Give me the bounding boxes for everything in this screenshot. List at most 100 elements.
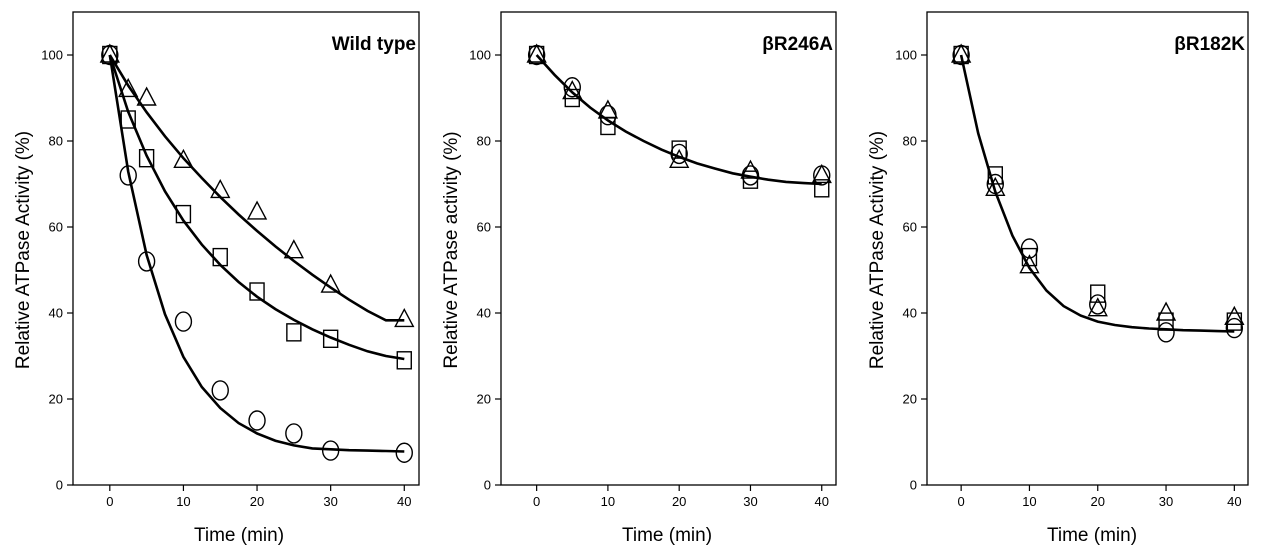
- data-point-circle: [952, 44, 970, 66]
- y-tick-label: 80: [49, 134, 63, 149]
- data-point-triangle: [740, 159, 761, 179]
- data-point-triangle: [526, 43, 547, 63]
- y-tick-label: 20: [477, 392, 491, 407]
- x-tick-label: 0: [106, 494, 113, 509]
- data-point-triangle: [1155, 301, 1177, 321]
- data-point-square: [987, 166, 1003, 185]
- data-point-triangle: [394, 307, 415, 328]
- data-point-circle: [174, 311, 193, 332]
- data-point-square: [212, 247, 228, 267]
- series-triangle: [99, 43, 415, 328]
- data-point-square: [528, 45, 545, 65]
- fit-curve: [959, 54, 1235, 333]
- series-square: [102, 45, 412, 370]
- data-point-circle: [1089, 294, 1107, 315]
- data-point-square: [814, 179, 830, 198]
- panel-title: Wild type: [332, 34, 416, 55]
- data-point-circle: [119, 165, 137, 186]
- data-point-circle: [248, 410, 266, 431]
- y-axis-label: Relative ATPase activity (%): [441, 131, 462, 368]
- x-tick-label: 0: [958, 494, 965, 509]
- data-point-square: [742, 170, 759, 189]
- x-axis-label: Time (min): [194, 525, 284, 546]
- y-tick-label: 60: [903, 220, 917, 235]
- data-point-circle: [741, 165, 760, 186]
- data-point-triangle: [950, 43, 972, 63]
- x-tick-label: 10: [1022, 494, 1036, 509]
- x-tick-label: 40: [397, 494, 411, 509]
- data-point-square: [286, 323, 302, 342]
- data-point-square: [1021, 247, 1038, 267]
- data-point-square: [1090, 284, 1106, 303]
- y-tick-label: 40: [49, 306, 63, 321]
- fit-curve: [108, 54, 405, 361]
- x-tick-label: 30: [323, 494, 337, 509]
- y-tick-label: 20: [903, 392, 917, 407]
- y-axis-label: Relative ATPase Activity (%): [13, 131, 34, 369]
- y-tick-label: 100: [895, 48, 917, 63]
- data-point-square: [953, 45, 969, 65]
- data-point-circle: [395, 442, 413, 463]
- data-point-triangle: [1087, 297, 1108, 317]
- data-point-circle: [137, 251, 156, 272]
- x-tick-label: 20: [672, 494, 686, 509]
- axes: 0 10 20 30 40 0 20 40 60 80 100: [895, 11, 1249, 509]
- data-point-triangle: [99, 43, 120, 63]
- panel-wild-type: Wild type Time (min) Relative ATPase Act…: [13, 11, 420, 546]
- series-circle: [952, 44, 1244, 343]
- y-tick-label: 100: [41, 48, 63, 63]
- y-tick-label: 80: [903, 134, 917, 149]
- data-point-square: [120, 110, 136, 129]
- series-triangle: [526, 43, 832, 184]
- plot-frame: [926, 11, 1249, 486]
- series-circle: [527, 44, 831, 186]
- x-tick-label: 20: [250, 494, 264, 509]
- data-point-triangle: [210, 178, 231, 199]
- data-point-circle: [1225, 317, 1244, 339]
- y-tick-label: 0: [910, 478, 917, 493]
- y-tick-label: 0: [56, 478, 63, 493]
- data-point-triangle: [283, 239, 305, 259]
- x-tick-label: 20: [1091, 494, 1105, 509]
- series-triangle: [950, 43, 1245, 325]
- data-point-circle: [563, 77, 581, 98]
- data-point-triangle: [985, 176, 1006, 197]
- data-point-square: [322, 329, 339, 348]
- series-square: [953, 45, 1243, 331]
- plot-frame: [72, 11, 420, 486]
- data-point-square: [175, 204, 192, 224]
- y-tick-label: 80: [477, 134, 491, 149]
- x-axis-label: Time (min): [1047, 525, 1137, 546]
- x-tick-label: 0: [533, 494, 540, 509]
- x-tick-label: 40: [1227, 494, 1241, 509]
- data-point-square: [600, 116, 616, 136]
- series-square: [528, 45, 830, 198]
- axes: 0 10 20 30 40 0 20 40 60 80 100: [41, 11, 420, 509]
- data-point-circle: [211, 380, 229, 401]
- y-tick-label: 60: [49, 220, 63, 235]
- y-tick-label: 0: [484, 478, 491, 493]
- y-tick-label: 100: [469, 48, 491, 63]
- series-circle: [101, 44, 413, 463]
- panel-title: βR246A: [762, 34, 833, 55]
- x-tick-label: 30: [1159, 494, 1173, 509]
- data-point-square: [102, 45, 118, 65]
- data-point-circle: [670, 143, 688, 165]
- plot-frame: [500, 11, 837, 486]
- data-point-triangle: [136, 86, 157, 106]
- data-point-triangle: [1019, 254, 1040, 274]
- data-point-square: [396, 351, 412, 370]
- x-axis-label: Time (min): [622, 525, 712, 546]
- data-point-circle: [986, 173, 1004, 195]
- panel-title: βR182K: [1174, 34, 1245, 55]
- data-point-circle: [101, 44, 119, 66]
- data-point-circle: [599, 104, 617, 126]
- data-point-square: [249, 282, 265, 301]
- data-point-triangle: [246, 200, 268, 220]
- data-point-square: [564, 88, 580, 108]
- x-tick-label: 10: [176, 494, 190, 509]
- data-point-circle: [1020, 238, 1039, 259]
- y-tick-label: 40: [903, 306, 917, 321]
- y-tick-label: 20: [49, 392, 63, 407]
